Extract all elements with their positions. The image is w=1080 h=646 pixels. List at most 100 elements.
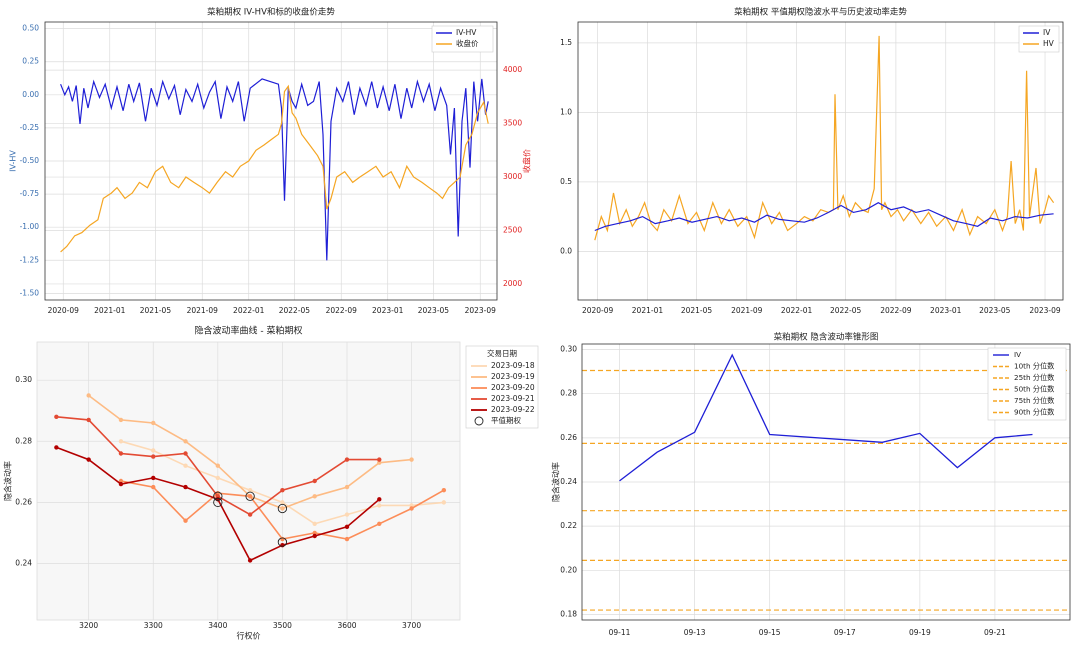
x-tick-label: 2020-09	[48, 306, 80, 315]
legend-label: 收盘价	[456, 38, 479, 48]
series-point	[377, 460, 382, 465]
legend-title: 交易日期	[487, 348, 517, 358]
series-point	[54, 445, 59, 450]
legend-box	[987, 347, 1067, 421]
y-tick-label: 0.5	[560, 177, 572, 186]
x-tick-label: 2021-09	[731, 306, 763, 315]
y-tick-label: -1.25	[20, 255, 40, 264]
series-point	[377, 457, 382, 462]
legend-label: 2023-09-22	[491, 405, 535, 414]
y-tick-label: 0.20	[560, 565, 577, 574]
x-tick-label: 2021-01	[94, 306, 126, 315]
series-point	[86, 457, 91, 462]
x-tick-label: 09-11	[609, 628, 631, 637]
plot-frame-4	[581, 343, 1071, 621]
y-tick-label: 0.22	[560, 521, 577, 530]
legend-label: 2023-09-18	[491, 361, 535, 370]
series-point	[280, 500, 285, 505]
series-point	[312, 521, 317, 526]
y-tick-label: 0.28	[560, 389, 577, 398]
y-tick-label: -1.00	[20, 222, 40, 231]
y-tick-label: 0.18	[560, 609, 577, 618]
x-axis-label: 行权价	[237, 631, 261, 641]
series-point	[118, 478, 124, 484]
series-point	[312, 530, 317, 536]
series-line-IV	[619, 353, 1033, 482]
y-tick-label: 0.30	[15, 375, 32, 384]
series-point	[183, 463, 188, 468]
x-tick-label: 2022-01	[233, 306, 265, 315]
legend-box	[1018, 25, 1060, 53]
x-tick-label: 2022-09	[880, 306, 912, 315]
x-tick-label: 2021-09	[187, 306, 219, 315]
y2-tick-label: 2000	[503, 279, 522, 288]
y2-tick-label: 3000	[503, 172, 522, 181]
series-point	[151, 448, 156, 453]
series-point	[377, 497, 382, 502]
series-point	[183, 484, 188, 490]
series-point	[118, 417, 124, 423]
plot-frame-1	[44, 21, 498, 301]
series-point	[183, 518, 188, 523]
series-point	[215, 475, 221, 481]
legend-label: 平值期权	[491, 415, 521, 425]
series-point	[344, 457, 350, 462]
y-axis-label: 隐含波动率	[551, 462, 561, 502]
y-tick-label: 1.5	[560, 38, 572, 47]
chart-title: 菜粕期权 隐含波动率锥形图	[774, 332, 879, 343]
series-point	[247, 487, 253, 493]
x-tick-label: 2021-01	[632, 306, 664, 315]
legend-label: 90th 分位数	[1014, 408, 1054, 417]
series-point	[118, 451, 124, 456]
plot-frame-3	[36, 341, 461, 621]
series-point	[86, 393, 91, 398]
series-point	[344, 484, 350, 490]
x-tick-label: 2022-01	[781, 306, 813, 315]
legend-box	[465, 345, 539, 429]
series-line-HV	[594, 35, 1055, 241]
x-tick-label: 2022-09	[326, 306, 358, 315]
y-tick-label: 0.24	[560, 477, 577, 486]
x-tick-label: 2023-05	[418, 306, 450, 315]
x-tick-label: 2022-05	[279, 306, 311, 315]
legend-label: IV	[1014, 350, 1021, 359]
legend-label: 2023-09-20	[491, 383, 535, 392]
y-tick-label: 0.25	[22, 57, 39, 66]
x-tick-label: 3300	[144, 621, 163, 630]
y-axis-label: IV-HV	[9, 150, 18, 172]
legend-label: 25th 分位数	[1014, 373, 1054, 382]
atm-marker	[213, 497, 223, 508]
series-point	[183, 439, 188, 444]
series-point	[409, 503, 414, 508]
y-tick-label: -0.75	[20, 189, 40, 198]
series-point	[151, 484, 156, 490]
legend-box	[431, 25, 494, 53]
x-tick-label: 09-13	[684, 628, 706, 637]
series-point	[344, 524, 350, 530]
y2-axis-label: 收盘价	[522, 149, 532, 173]
y-tick-label: -1.50	[20, 288, 40, 297]
series-line-IV-HV	[60, 78, 489, 261]
series-point	[377, 521, 382, 526]
x-tick-label: 09-21	[984, 628, 1006, 637]
series-point	[151, 454, 156, 459]
y-tick-label: 0.50	[22, 24, 39, 33]
series-point	[280, 506, 285, 511]
series-point	[247, 558, 253, 563]
series-point	[377, 503, 382, 508]
plot-area-bg	[37, 342, 460, 620]
y-tick-label: 0.0	[560, 246, 572, 255]
series-point	[215, 494, 221, 499]
legend: IV 10th 分位数 25th 分位数 50th 分位数 75th 分位数 90th 分…	[987, 347, 1067, 421]
x-tick-label: 3700	[402, 621, 421, 630]
series-point	[280, 487, 285, 493]
y-axis-label: 隐含波动率	[3, 461, 13, 501]
y2-tick-label: 4000	[503, 65, 522, 74]
series-point	[312, 478, 317, 484]
x-tick-label: 2020-09	[582, 306, 614, 315]
x-tick-label: 3600	[337, 621, 356, 630]
y2-tick-label: 2500	[503, 226, 522, 235]
atm-marker	[213, 491, 223, 501]
